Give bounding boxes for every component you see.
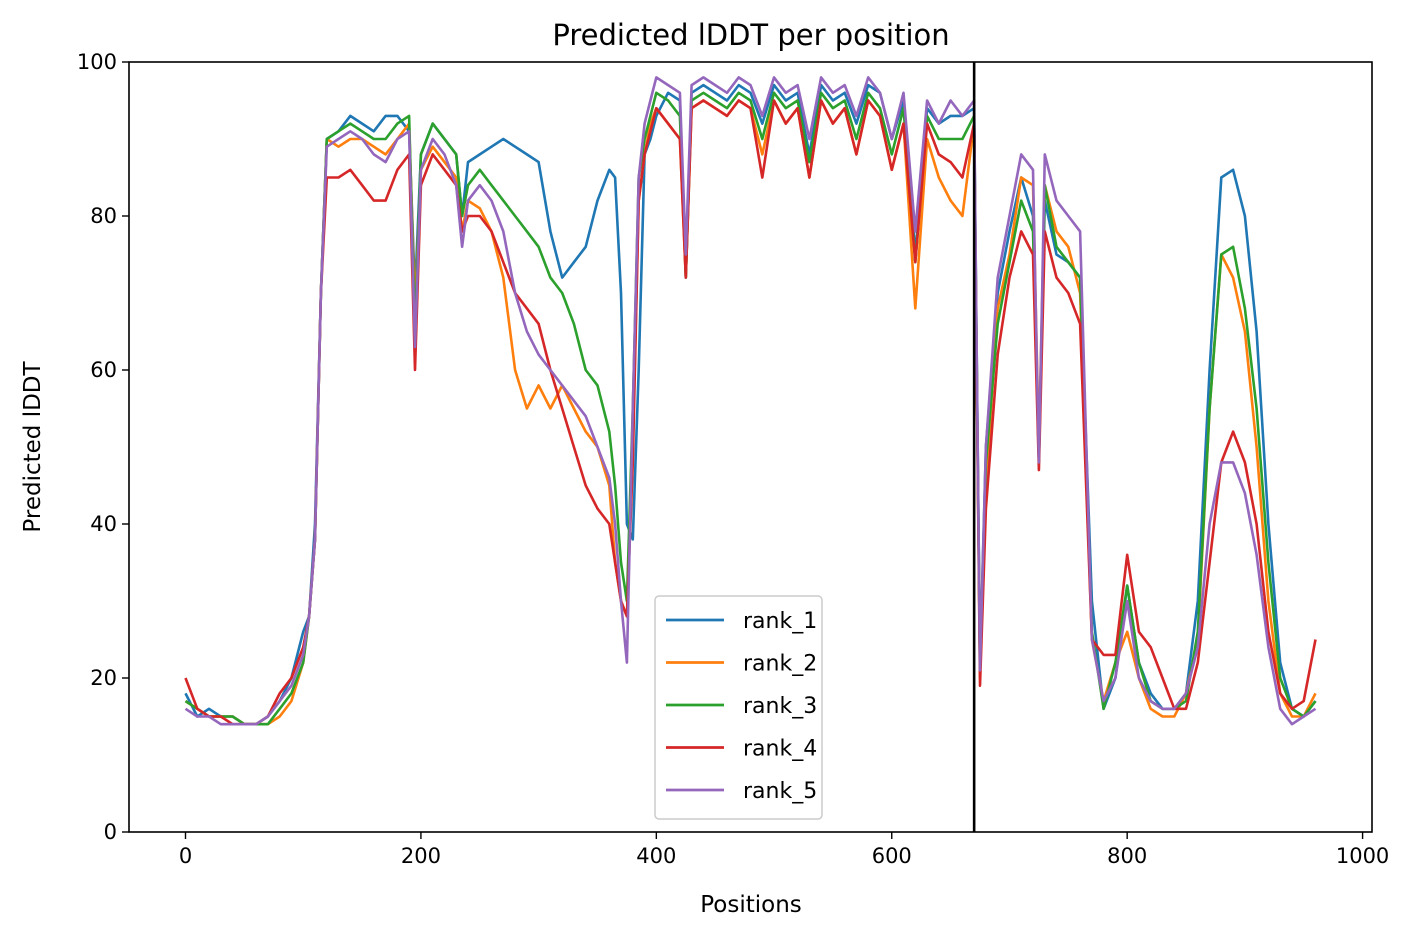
series-line-rank-4 (184, 99, 1317, 726)
x-tick-label: 200 (401, 844, 441, 868)
y-tick-label: 20 (90, 666, 117, 690)
x-tick-label: 600 (872, 844, 912, 868)
y-tick-label: 40 (90, 512, 117, 536)
y-axis-label: Predicted lDDT (20, 360, 46, 532)
series-line-rank-3 (184, 91, 1317, 726)
x-tick-label: 800 (1107, 844, 1147, 868)
y-tick-label: 0 (104, 820, 117, 844)
series-line-rank-5 (184, 76, 1317, 726)
plot-frame (128, 61, 1373, 833)
y-tick-label: 100 (77, 50, 117, 74)
x-tick-label: 400 (636, 844, 676, 868)
legend: rank_1 rank_2 rank_3 rank_4 rank_5 (654, 595, 823, 820)
x-tick-label: 0 (179, 844, 192, 868)
legend-box (654, 595, 823, 820)
legend-label: rank_1 (743, 609, 817, 634)
legend-label: rank_4 (743, 737, 817, 762)
y-tick-label: 80 (90, 204, 117, 228)
y-tick-label: 60 (90, 358, 117, 382)
legend-label: rank_3 (743, 694, 817, 719)
x-tick-label: 1000 (1336, 844, 1389, 868)
x-axis-label: Positions (700, 892, 802, 918)
chart-title: Predicted lDDT per position (552, 18, 949, 52)
legend-label: rank_5 (743, 779, 817, 804)
x-axis: 0 200 400 600 800 1000 (179, 832, 1389, 868)
legend-label: rank_2 (743, 652, 817, 677)
plot-area (184, 62, 1317, 832)
y-axis: 0 20 40 60 80 100 (77, 50, 129, 844)
